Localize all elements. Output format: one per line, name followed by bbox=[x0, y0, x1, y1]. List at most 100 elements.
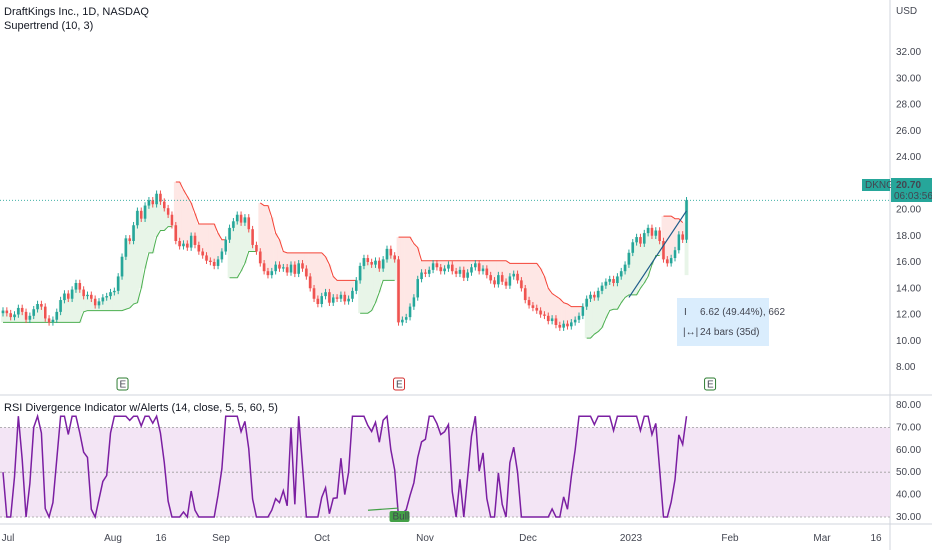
candle-body[interactable] bbox=[116, 276, 120, 291]
candle-body[interactable] bbox=[404, 317, 408, 320]
rsi-legend[interactable]: RSI Divergence Indicator w/Alerts (14, c… bbox=[4, 402, 278, 414]
candle-body[interactable] bbox=[55, 311, 59, 320]
candle-body[interactable] bbox=[535, 307, 539, 311]
earnings-marker[interactable] bbox=[704, 377, 717, 391]
candle-body[interactable] bbox=[159, 193, 162, 202]
candle-body[interactable] bbox=[24, 311, 28, 320]
candle-body[interactable] bbox=[420, 272, 423, 280]
candle-body[interactable] bbox=[232, 221, 235, 228]
candle-body[interactable] bbox=[251, 229, 254, 245]
candle-body[interactable] bbox=[646, 227, 650, 234]
candle-body[interactable] bbox=[97, 301, 101, 306]
candle-body[interactable] bbox=[278, 264, 281, 269]
candle-body[interactable] bbox=[558, 325, 562, 328]
candle-body[interactable] bbox=[228, 227, 231, 240]
candle-body[interactable] bbox=[504, 281, 508, 286]
candle-body[interactable] bbox=[677, 234, 681, 251]
candle-body[interactable] bbox=[408, 306, 412, 318]
candle-body[interactable] bbox=[485, 268, 489, 276]
candle-body[interactable] bbox=[431, 263, 435, 270]
candle-body[interactable] bbox=[312, 288, 316, 299]
candle-body[interactable] bbox=[13, 314, 16, 318]
candle-body[interactable] bbox=[262, 263, 266, 272]
candle-body[interactable] bbox=[669, 258, 673, 264]
candle-body[interactable] bbox=[274, 264, 277, 272]
candle-body[interactable] bbox=[489, 275, 492, 281]
candle-body[interactable] bbox=[101, 297, 105, 302]
candle-body[interactable] bbox=[266, 271, 270, 276]
candle-body[interactable] bbox=[570, 322, 573, 327]
candle-body[interactable] bbox=[86, 294, 89, 297]
candle-body[interactable] bbox=[685, 200, 688, 240]
candle-body[interactable] bbox=[362, 258, 366, 266]
candle-body[interactable] bbox=[500, 275, 504, 282]
candle-body[interactable] bbox=[573, 319, 577, 323]
candle-body[interactable] bbox=[316, 298, 320, 304]
candle-body[interactable] bbox=[470, 267, 473, 273]
candle-body[interactable] bbox=[70, 289, 74, 299]
candle-body[interactable] bbox=[627, 252, 631, 265]
candle-body[interactable] bbox=[412, 297, 416, 307]
candle-body[interactable] bbox=[593, 294, 596, 298]
candle-body[interactable] bbox=[324, 292, 327, 297]
candle-body[interactable] bbox=[139, 210, 143, 219]
candle-body[interactable] bbox=[78, 283, 82, 290]
candle-body[interactable] bbox=[224, 239, 228, 252]
candle-body[interactable] bbox=[5, 310, 9, 314]
candle-body[interactable] bbox=[581, 306, 585, 316]
supertrend-legend[interactable]: Supertrend (10, 3) bbox=[4, 20, 94, 32]
earnings-marker[interactable] bbox=[393, 377, 406, 391]
candle-body[interactable] bbox=[666, 259, 669, 264]
candle-body[interactable] bbox=[143, 205, 147, 219]
candle-body[interactable] bbox=[335, 297, 339, 299]
candle-body[interactable] bbox=[566, 323, 569, 327]
candle-body[interactable] bbox=[454, 271, 458, 274]
candle-body[interactable] bbox=[243, 217, 247, 223]
candle-body[interactable] bbox=[450, 264, 454, 272]
candle-body[interactable] bbox=[497, 275, 500, 285]
candle-body[interactable] bbox=[209, 260, 212, 262]
candle-body[interactable] bbox=[458, 269, 462, 274]
candle-body[interactable] bbox=[216, 259, 220, 266]
candle-body[interactable] bbox=[554, 318, 558, 325]
candle-body[interactable] bbox=[481, 268, 485, 272]
candle-body[interactable] bbox=[681, 234, 684, 240]
candle-body[interactable] bbox=[105, 296, 108, 298]
candle-body[interactable] bbox=[378, 260, 381, 269]
candle-body[interactable] bbox=[673, 250, 677, 259]
candle-body[interactable] bbox=[120, 256, 124, 277]
candle-body[interactable] bbox=[308, 276, 312, 289]
candle-body[interactable] bbox=[600, 285, 604, 291]
candle-body[interactable] bbox=[74, 283, 78, 290]
candle-body[interactable] bbox=[354, 280, 358, 291]
candle-body[interactable] bbox=[370, 262, 373, 265]
candle-body[interactable] bbox=[577, 315, 581, 320]
candle-body[interactable] bbox=[124, 238, 128, 257]
candle-body[interactable] bbox=[650, 227, 654, 236]
candle-body[interactable] bbox=[523, 288, 527, 301]
candle-body[interactable] bbox=[166, 208, 170, 215]
trend-line[interactable] bbox=[628, 210, 688, 298]
candle-body[interactable] bbox=[82, 289, 85, 297]
candle-body[interactable] bbox=[186, 243, 189, 248]
candle-body[interactable] bbox=[162, 201, 166, 209]
candle-body[interactable] bbox=[662, 241, 665, 260]
candle-body[interactable] bbox=[397, 259, 400, 323]
candle-body[interactable] bbox=[63, 293, 66, 301]
candle-body[interactable] bbox=[331, 297, 335, 303]
candle-body[interactable] bbox=[366, 258, 370, 262]
candle-body[interactable] bbox=[47, 318, 51, 323]
candle-body[interactable] bbox=[604, 281, 608, 286]
candle-body[interactable] bbox=[297, 263, 300, 274]
candle-body[interactable] bbox=[328, 292, 331, 303]
candle-body[interactable] bbox=[439, 267, 443, 272]
candle-body[interactable] bbox=[466, 272, 469, 278]
bull-label-bg[interactable] bbox=[389, 511, 410, 522]
candle-body[interactable] bbox=[132, 225, 135, 241]
candle-body[interactable] bbox=[193, 235, 197, 245]
candle-body[interactable] bbox=[235, 214, 239, 222]
candle-body[interactable] bbox=[258, 251, 262, 264]
candle-body[interactable] bbox=[447, 264, 450, 269]
candle-body[interactable] bbox=[393, 255, 396, 260]
